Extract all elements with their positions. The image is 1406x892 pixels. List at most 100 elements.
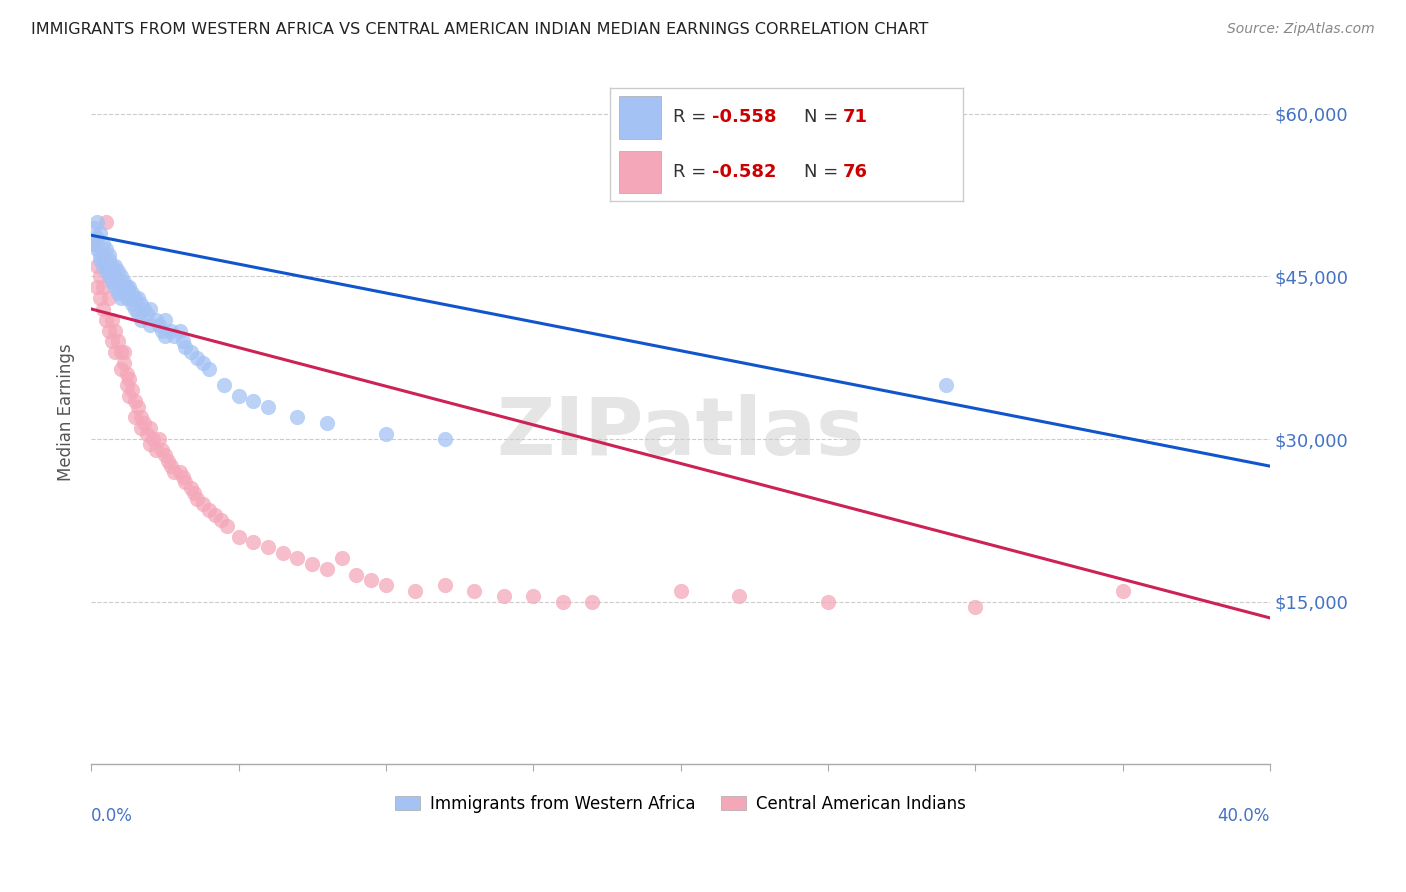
Point — [935, 377, 957, 392]
Point — [163, 329, 186, 343]
Point — [209, 513, 232, 527]
Point — [169, 465, 191, 479]
Point — [134, 301, 156, 316]
Point — [91, 236, 114, 251]
Point — [115, 367, 138, 381]
Point — [97, 269, 120, 284]
Point — [186, 351, 208, 365]
Point — [97, 291, 120, 305]
Point — [118, 389, 141, 403]
Point — [180, 345, 202, 359]
Point — [86, 215, 108, 229]
Point — [145, 313, 167, 327]
Point — [174, 340, 197, 354]
Point — [257, 541, 280, 555]
Point — [129, 421, 152, 435]
Point — [94, 243, 117, 257]
Point — [191, 356, 214, 370]
Point — [129, 296, 152, 310]
Point — [212, 377, 235, 392]
Point — [110, 291, 132, 305]
Point — [89, 269, 111, 284]
Point — [142, 432, 165, 446]
Point — [124, 291, 146, 305]
Point — [107, 334, 129, 349]
Point — [242, 535, 264, 549]
Point — [163, 465, 186, 479]
Point — [316, 562, 339, 576]
Text: ZIPatlas: ZIPatlas — [496, 394, 865, 472]
Point — [145, 442, 167, 457]
Point — [136, 426, 159, 441]
Point — [148, 318, 170, 333]
Point — [110, 361, 132, 376]
Point — [104, 269, 127, 284]
Point — [101, 264, 124, 278]
Point — [107, 285, 129, 300]
Point — [89, 253, 111, 268]
Point — [86, 243, 108, 257]
Point — [522, 589, 544, 603]
Point — [174, 475, 197, 490]
Point — [115, 377, 138, 392]
Point — [228, 530, 250, 544]
Point — [86, 280, 108, 294]
Point — [101, 313, 124, 327]
Point — [112, 356, 135, 370]
Legend: Immigrants from Western Africa, Central American Indians: Immigrants from Western Africa, Central … — [388, 788, 973, 820]
Point — [433, 432, 456, 446]
Point — [101, 275, 124, 289]
Point — [97, 324, 120, 338]
Point — [463, 583, 485, 598]
Point — [257, 400, 280, 414]
Point — [139, 421, 162, 435]
Point — [344, 567, 367, 582]
Point — [551, 594, 574, 608]
Point — [110, 280, 132, 294]
Point — [86, 231, 108, 245]
Point — [91, 280, 114, 294]
Point — [198, 361, 221, 376]
Point — [83, 236, 105, 251]
Point — [139, 437, 162, 451]
Point — [112, 285, 135, 300]
Point — [97, 248, 120, 262]
Point — [121, 285, 143, 300]
Point — [159, 324, 181, 338]
Point — [242, 394, 264, 409]
Point — [191, 497, 214, 511]
Point — [89, 248, 111, 262]
Point — [91, 248, 114, 262]
Point — [183, 486, 205, 500]
Point — [97, 253, 120, 268]
Y-axis label: Median Earnings: Median Earnings — [58, 343, 75, 481]
Point — [115, 291, 138, 305]
Point — [94, 215, 117, 229]
Point — [104, 259, 127, 273]
Point — [129, 410, 152, 425]
Point — [374, 578, 396, 592]
Point — [728, 589, 751, 603]
Point — [404, 583, 426, 598]
Point — [433, 578, 456, 592]
Point — [150, 324, 173, 338]
Point — [101, 259, 124, 273]
Point — [110, 269, 132, 284]
Point — [271, 546, 294, 560]
Point — [112, 275, 135, 289]
Point — [139, 301, 162, 316]
Point — [121, 296, 143, 310]
Point — [94, 264, 117, 278]
Point — [817, 594, 839, 608]
Point — [180, 481, 202, 495]
Point — [107, 275, 129, 289]
Point — [965, 600, 987, 615]
Point — [129, 313, 152, 327]
Point — [136, 307, 159, 321]
Point — [186, 491, 208, 506]
Point — [118, 372, 141, 386]
Point — [156, 454, 179, 468]
Point — [374, 426, 396, 441]
Point — [89, 226, 111, 240]
Point — [107, 264, 129, 278]
